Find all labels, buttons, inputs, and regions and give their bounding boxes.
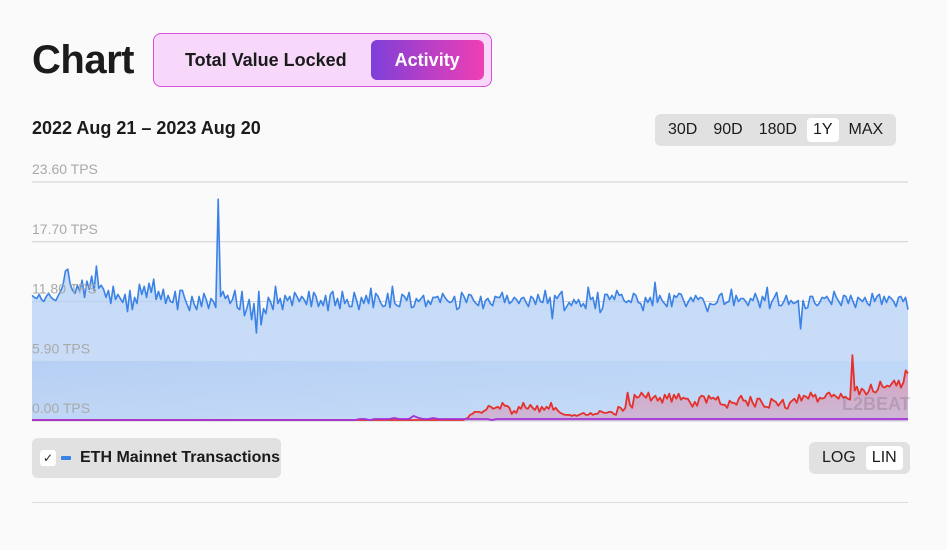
timeframe-180d[interactable]: 180D [758,121,797,138]
scale-log[interactable]: LOG [822,449,856,466]
y-tick-label: 17.70 TPS [32,221,98,237]
series-area-red [32,355,908,421]
divider [32,502,908,503]
tab-activity[interactable]: Activity [370,40,484,80]
legend-swatch [61,456,71,460]
y-tick-label: 11.80 TPS [32,281,97,297]
y-tick-label: 5.90 TPS [32,340,90,356]
series-line-0 [31,198,909,334]
legend-eth-mainnet-toggle[interactable]: ✓ ETH Mainnet Transactions [32,438,281,478]
scale-lin[interactable]: LIN [865,446,903,470]
timeframe-30d[interactable]: 30D [668,121,698,138]
y-tick-label: 0.00 TPS [32,400,90,416]
tab-total-value-locked[interactable]: Total Value Locked [184,50,347,70]
timeframe-90d[interactable]: 90D [713,121,743,138]
scale-selector: LOG LIN [809,442,910,474]
y-tick-label: 23.60 TPS [32,161,98,177]
timeframe-1y[interactable]: 1Y [806,118,839,142]
page-title: Chart [32,38,134,82]
chart-mode-switch: Total Value Locked Activity [152,33,492,87]
watermark-logo: L2BEAT [842,394,911,414]
series-line-2 [32,415,908,421]
chart-header: Chart Total Value Locked Activity [32,32,492,88]
legend-label: ETH Mainnet Transactions [80,449,281,466]
checkmark-icon[interactable]: ✓ [40,450,56,466]
timeframe-selector: 30D 90D 180D 1Y MAX [655,114,897,146]
timeframe-max[interactable]: MAX [848,121,884,138]
date-range-label: 2022 Aug 21 – 2023 Aug 20 [32,118,261,138]
series-area-eth-mainnet [32,199,908,421]
